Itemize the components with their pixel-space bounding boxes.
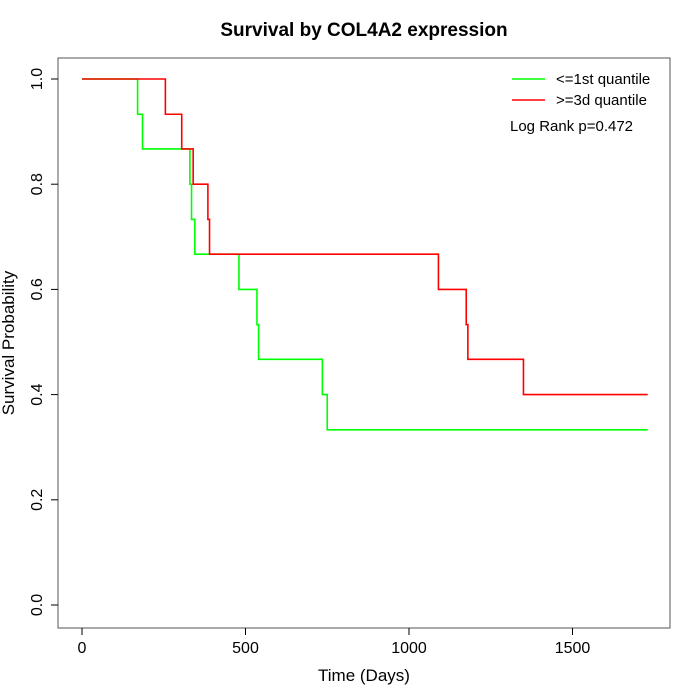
y-axis-label: Survival Probability [0, 270, 18, 415]
x-tick-label: 500 [232, 640, 259, 657]
survival-curve-2 [82, 78, 648, 396]
y-tick-label: 0.0 [29, 594, 46, 616]
survival-curves [82, 78, 648, 431]
x-tick-label: 1500 [555, 640, 591, 657]
x-axis: 0 500 1000 1500 [78, 628, 591, 657]
log-rank-annotation: Log Rank p=0.472 [510, 118, 633, 135]
legend: <=1st quantile >=3d quantile [512, 71, 650, 109]
y-tick-label: 0.8 [29, 173, 46, 195]
y-tick-label: 0.6 [29, 278, 46, 300]
legend-label: >=3d quantile [556, 92, 647, 109]
y-tick-label: 0.2 [29, 489, 46, 511]
x-tick-label: 0 [78, 640, 87, 657]
y-axis: 0.0 0.2 0.4 0.6 0.8 1.0 [29, 68, 58, 616]
plot-frame [57, 57, 671, 629]
chart-title: Survival by COL4A2 expression [220, 20, 507, 41]
legend-label: <=1st quantile [556, 71, 650, 88]
y-tick-label: 1.0 [29, 68, 46, 90]
y-tick-label: 0.4 [29, 383, 46, 405]
x-axis-label: Time (Days) [318, 666, 410, 685]
x-tick-label: 1000 [391, 640, 427, 657]
